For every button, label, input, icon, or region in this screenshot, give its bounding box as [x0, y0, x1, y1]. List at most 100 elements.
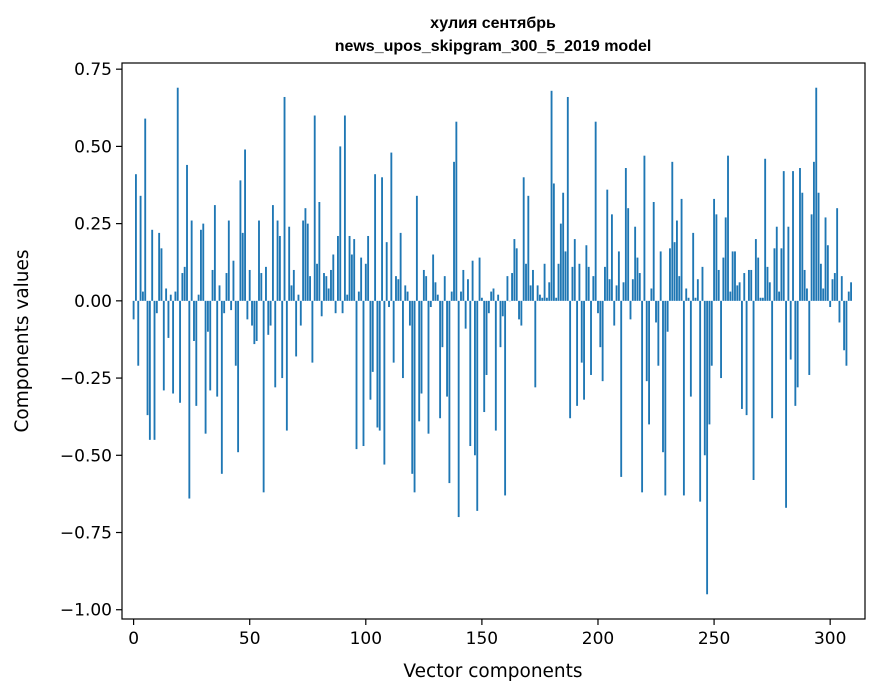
bar	[829, 300, 832, 308]
plot-frame	[121, 62, 866, 620]
bar	[360, 257, 363, 301]
bar	[817, 192, 820, 301]
bar	[290, 285, 293, 301]
bar	[552, 183, 555, 301]
bar	[206, 300, 209, 332]
bar	[659, 251, 662, 301]
bar	[334, 300, 337, 314]
bar	[374, 174, 377, 301]
bar	[302, 220, 305, 301]
bar	[267, 300, 270, 335]
x-axis-label: Vector components	[403, 661, 582, 682]
bar	[299, 300, 302, 326]
bar	[743, 273, 746, 301]
bar	[773, 248, 776, 301]
bar	[778, 291, 781, 301]
bar	[265, 266, 267, 301]
bar	[559, 223, 562, 301]
bar	[381, 177, 383, 301]
bar	[478, 257, 481, 301]
bar	[615, 285, 618, 301]
bar	[230, 300, 233, 311]
bar	[155, 300, 158, 314]
bar	[439, 300, 442, 419]
bar	[699, 300, 702, 502]
bar	[627, 208, 630, 301]
bar	[399, 232, 402, 301]
bar	[680, 198, 683, 301]
bar	[434, 282, 437, 301]
bar	[539, 294, 541, 301]
bar	[792, 171, 794, 301]
bar	[587, 266, 590, 301]
bar	[799, 168, 801, 301]
bar	[836, 208, 839, 301]
bar	[209, 300, 212, 391]
bar	[285, 300, 288, 431]
bar	[597, 300, 599, 314]
bar	[550, 90, 553, 301]
bar	[506, 276, 509, 301]
bar	[311, 300, 314, 363]
bar	[545, 297, 548, 301]
bar	[573, 239, 576, 301]
bar	[446, 300, 448, 397]
bar	[132, 300, 135, 320]
bar	[669, 248, 671, 301]
bar	[355, 300, 358, 450]
bar	[213, 205, 216, 301]
bar	[720, 300, 722, 379]
y-tick-label: 0.00	[74, 292, 112, 312]
bar	[571, 266, 574, 301]
bar	[176, 87, 179, 301]
x-tick-label: 100	[350, 629, 382, 649]
bar	[492, 288, 495, 301]
bar	[353, 239, 356, 301]
bar	[780, 248, 783, 301]
bar	[223, 300, 226, 314]
bar	[271, 205, 274, 301]
bar	[580, 300, 583, 363]
bar	[650, 288, 653, 301]
bar	[592, 276, 595, 301]
bar	[850, 282, 852, 301]
bar	[764, 158, 767, 301]
bar	[295, 300, 298, 357]
y-tick-label: 0.75	[74, 60, 112, 80]
bar	[239, 180, 242, 301]
bar	[815, 87, 818, 301]
bar	[216, 300, 219, 397]
bar	[501, 300, 504, 317]
bar	[738, 282, 741, 301]
bar	[165, 288, 168, 301]
bar	[276, 220, 279, 301]
bar	[406, 291, 409, 301]
bar	[218, 285, 221, 301]
bar	[689, 300, 692, 397]
bar	[246, 300, 249, 320]
bar	[469, 300, 472, 447]
y-tick-label: 0.50	[74, 137, 112, 157]
bar	[274, 300, 277, 388]
bar	[564, 251, 567, 301]
bar	[638, 273, 641, 301]
y-tick-label: 0.25	[74, 215, 112, 235]
y-tick-label: −0.25	[60, 369, 112, 389]
bar	[687, 297, 690, 301]
bar	[708, 300, 711, 425]
bar	[283, 96, 286, 301]
bar	[745, 300, 748, 416]
bar	[422, 269, 425, 301]
bar	[643, 155, 646, 301]
bar	[220, 300, 223, 474]
bar	[692, 232, 695, 301]
bar	[462, 269, 465, 301]
bar	[801, 192, 804, 301]
bar	[768, 282, 771, 301]
bar	[253, 300, 256, 345]
bar	[761, 297, 764, 301]
bar	[785, 300, 787, 508]
bar	[348, 235, 351, 301]
bar	[234, 300, 237, 366]
bar	[304, 208, 307, 301]
